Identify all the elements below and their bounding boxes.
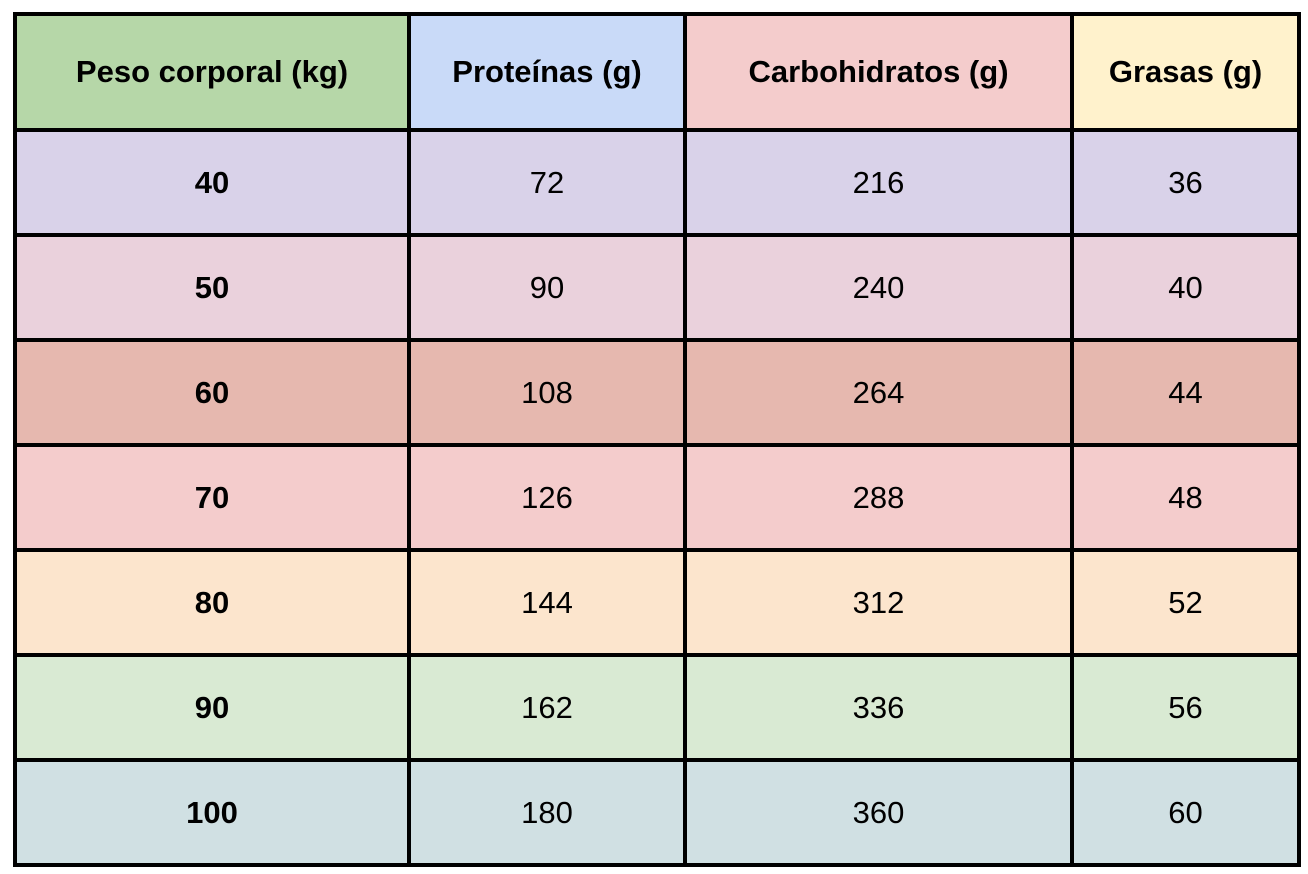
cell-grasas: 36 [1070, 128, 1301, 237]
cell-peso: 80 [13, 548, 411, 657]
cell-proteinas: 126 [407, 443, 687, 552]
table-row: 80 144 312 52 [13, 548, 1301, 657]
table-row: 60 108 264 44 [13, 338, 1301, 447]
nutrition-table-container: Peso corporal (kg) Proteínas (g) Carbohi… [13, 12, 1301, 867]
header-grasas: Grasas (g) [1070, 12, 1301, 132]
header-row: Peso corporal (kg) Proteínas (g) Carbohi… [13, 12, 1301, 132]
cell-peso: 90 [13, 653, 411, 762]
cell-carbohidratos: 360 [683, 758, 1074, 867]
cell-peso: 70 [13, 443, 411, 552]
cell-carbohidratos: 216 [683, 128, 1074, 237]
cell-carbohidratos: 240 [683, 233, 1074, 342]
cell-grasas: 48 [1070, 443, 1301, 552]
header-peso-corporal: Peso corporal (kg) [13, 12, 411, 132]
cell-peso: 60 [13, 338, 411, 447]
cell-proteinas: 180 [407, 758, 687, 867]
header-proteinas: Proteínas (g) [407, 12, 687, 132]
cell-peso: 100 [13, 758, 411, 867]
cell-grasas: 40 [1070, 233, 1301, 342]
cell-proteinas: 90 [407, 233, 687, 342]
cell-peso: 50 [13, 233, 411, 342]
cell-grasas: 52 [1070, 548, 1301, 657]
cell-grasas: 60 [1070, 758, 1301, 867]
table-row: 100 180 360 60 [13, 758, 1301, 867]
cell-carbohidratos: 336 [683, 653, 1074, 762]
cell-proteinas: 144 [407, 548, 687, 657]
cell-grasas: 44 [1070, 338, 1301, 447]
cell-proteinas: 72 [407, 128, 687, 237]
table-row: 40 72 216 36 [13, 128, 1301, 237]
header-carbohidratos: Carbohidratos (g) [683, 12, 1074, 132]
cell-grasas: 56 [1070, 653, 1301, 762]
cell-carbohidratos: 288 [683, 443, 1074, 552]
cell-proteinas: 108 [407, 338, 687, 447]
cell-peso: 40 [13, 128, 411, 237]
table-row: 70 126 288 48 [13, 443, 1301, 552]
nutrition-table: Peso corporal (kg) Proteínas (g) Carbohi… [13, 12, 1301, 867]
cell-carbohidratos: 312 [683, 548, 1074, 657]
cell-proteinas: 162 [407, 653, 687, 762]
cell-carbohidratos: 264 [683, 338, 1074, 447]
table-row: 90 162 336 56 [13, 653, 1301, 762]
table-row: 50 90 240 40 [13, 233, 1301, 342]
